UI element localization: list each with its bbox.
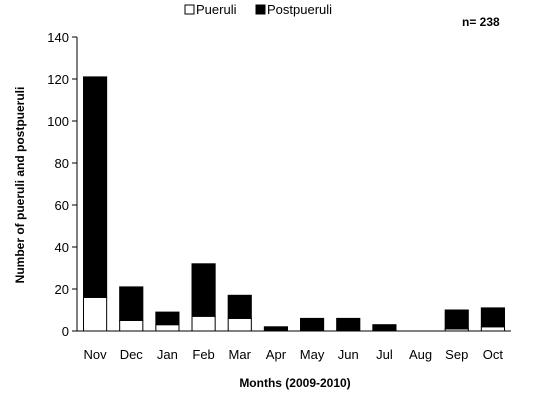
y-tick-label: 100	[47, 114, 69, 129]
x-tick-label: Apr	[266, 347, 287, 362]
bar-postpueruli-jan	[155, 311, 180, 326]
x-tick-label: Jul	[376, 347, 393, 362]
x-tick-label: Sep	[445, 347, 468, 362]
bars	[83, 76, 505, 332]
bar-postpueruli-apr	[263, 326, 288, 332]
bar-postpueruli-oct	[480, 307, 505, 328]
bar-pueruli-feb	[191, 315, 216, 332]
x-axis-title: Months (2009-2010)	[239, 376, 350, 390]
y-tick-label: 40	[55, 240, 69, 255]
y-axis: 0 20 40 60 80 100 120 140	[47, 30, 78, 339]
x-tick-label: Mar	[229, 347, 252, 362]
y-tick-label: 0	[62, 324, 69, 339]
x-tick-label: Oct	[483, 347, 504, 362]
legend: Pueruli Postpueruli	[184, 2, 332, 17]
x-tick-label: Jan	[157, 347, 178, 362]
y-tick-label: 140	[47, 30, 69, 45]
legend-swatch-pueruli	[184, 4, 195, 15]
bar-postpueruli-may	[300, 317, 325, 332]
x-tick-label: Jun	[338, 347, 359, 362]
x-tick-label: Feb	[192, 347, 214, 362]
y-tick-label: 60	[55, 198, 69, 213]
bar-postpueruli-sep	[444, 309, 469, 330]
legend-label-pueruli: Pueruli	[196, 2, 237, 17]
x-axis: Nov Dec Jan Feb Mar Apr May Jun Jul Aug Sep Oct	[77, 330, 511, 362]
x-tick-label: Aug	[409, 347, 432, 362]
bar-pueruli-jan	[155, 324, 180, 332]
legend-swatch-postpueruli	[255, 4, 266, 15]
x-tick-label: Nov	[84, 347, 108, 362]
bar-postpueruli-feb	[191, 263, 216, 317]
x-tick-label: May	[300, 347, 325, 362]
y-tick-label: 80	[55, 156, 69, 171]
x-tick-label: Dec	[120, 347, 144, 362]
bar-postpueruli-jul	[372, 324, 397, 332]
bar-postpueruli-mar	[227, 294, 252, 319]
legend-label-postpueruli: Postpueruli	[267, 2, 332, 17]
bar-pueruli-nov	[83, 296, 108, 332]
bar-pueruli-dec	[119, 320, 144, 332]
bar-pueruli-mar	[227, 317, 252, 332]
bar-postpueruli-jun	[336, 317, 361, 332]
y-tick-label: 120	[47, 72, 69, 87]
sample-size-annotation: n= 238	[462, 15, 500, 29]
bar-pueruli-oct	[480, 326, 505, 332]
bar-postpueruli-dec	[119, 286, 144, 321]
bar-postpueruli-nov	[83, 76, 108, 298]
y-axis-title: Number of pueruli and postpueruli	[13, 87, 27, 284]
y-tick-label: 20	[55, 282, 69, 297]
